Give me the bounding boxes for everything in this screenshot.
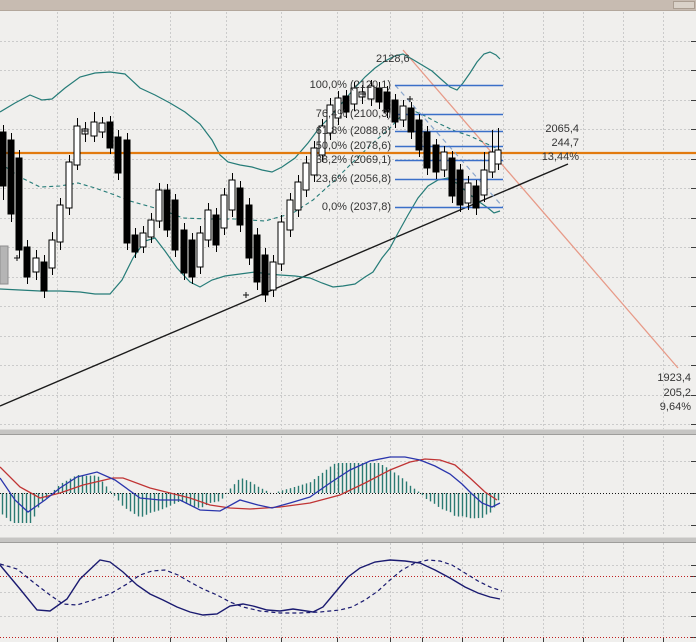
- candle: [350, 87, 358, 105]
- candle: [302, 162, 310, 191]
- candle: [318, 125, 326, 156]
- candle: [423, 131, 431, 169]
- candle: [131, 234, 139, 253]
- ui-artifact: [0, 245, 9, 285]
- candle: [440, 151, 448, 171]
- candle: [407, 107, 415, 133]
- candle: [294, 181, 302, 211]
- candle: [65, 161, 73, 209]
- candle: [261, 254, 269, 296]
- projection-price-label: 1923,4: [657, 372, 691, 384]
- candle: [73, 125, 81, 166]
- candle: [236, 187, 244, 226]
- candle: [23, 246, 31, 278]
- ascending-trendline[interactable]: [0, 163, 569, 407]
- projection-price-label: 2065,4: [545, 123, 579, 135]
- candle: [391, 99, 399, 123]
- candle: [456, 169, 464, 206]
- candle: [40, 261, 48, 292]
- projection-percent-label: 13,44%: [541, 151, 579, 163]
- candle: [114, 136, 122, 174]
- candle: [188, 239, 196, 278]
- candle: [212, 214, 220, 246]
- fib-label-23: 23,6% (2056,8): [315, 173, 391, 185]
- candle: [56, 204, 64, 243]
- candle: [155, 189, 163, 222]
- candle: [383, 91, 391, 113]
- candle: [171, 199, 179, 251]
- candle: [334, 97, 342, 119]
- candle: [0, 131, 7, 187]
- candle: [7, 139, 15, 215]
- fib-label-61: 61,8% (2088,8): [315, 125, 391, 137]
- candle: [472, 185, 480, 209]
- fib-label-38: 38,2% (2069,1): [315, 154, 391, 166]
- candle: [286, 199, 294, 231]
- signal-line: [0, 458, 498, 510]
- candle: [220, 194, 228, 229]
- candle: [147, 219, 155, 238]
- fib-label-100: 100,0% (2120,1): [309, 79, 391, 91]
- candle: [277, 221, 285, 265]
- candle: [204, 209, 212, 241]
- descending-trendline[interactable]: [402, 49, 679, 369]
- stochastic-signal-line: [0, 559, 503, 614]
- candle: [448, 157, 456, 197]
- projection-range-label: 205,2: [663, 387, 691, 399]
- fib-label-76: 76,4% (2100,3): [315, 108, 391, 120]
- candle: [123, 139, 131, 244]
- candle: [326, 104, 334, 134]
- candle: [399, 105, 407, 121]
- candle: [253, 234, 261, 283]
- panel-separator[interactable]: [0, 429, 696, 435]
- projection-range-label: 244,7: [551, 137, 579, 149]
- window-title-strip[interactable]: [0, 0, 696, 11]
- macd-line: [0, 456, 501, 513]
- candle: [98, 122, 106, 133]
- candle: [245, 204, 253, 259]
- candle: [15, 157, 23, 251]
- candle: [106, 121, 114, 149]
- candle: [48, 239, 56, 269]
- fib-label-50: 50,0% (2078,6): [315, 140, 391, 152]
- panel-separator[interactable]: [0, 537, 696, 543]
- stochastic-main-line: [0, 559, 501, 616]
- candle: [432, 144, 440, 173]
- candle: [464, 182, 472, 204]
- candle: [488, 151, 496, 173]
- fib-label-0: 0,0% (2037,8): [321, 201, 391, 213]
- candle: [480, 169, 488, 196]
- candle: [415, 119, 423, 151]
- candle: [494, 149, 502, 165]
- fib-anchor-label: 2128,6: [376, 53, 410, 65]
- titlebar-button[interactable]: [673, 1, 695, 9]
- candle: [269, 261, 277, 291]
- candle: [342, 95, 350, 113]
- candle: [196, 232, 204, 268]
- candle: [90, 121, 98, 137]
- candle: [228, 179, 236, 211]
- bollinger-middle-band: [0, 109, 501, 222]
- projection-percent-label: 9,64%: [659, 401, 691, 413]
- candle: [310, 147, 318, 176]
- bollinger-upper-band: [0, 51, 501, 173]
- candle: [180, 229, 188, 274]
- candle: [163, 189, 171, 231]
- candle: [32, 257, 40, 273]
- candle: [367, 85, 375, 100]
- candle: [375, 87, 383, 103]
- candle: [139, 232, 147, 248]
